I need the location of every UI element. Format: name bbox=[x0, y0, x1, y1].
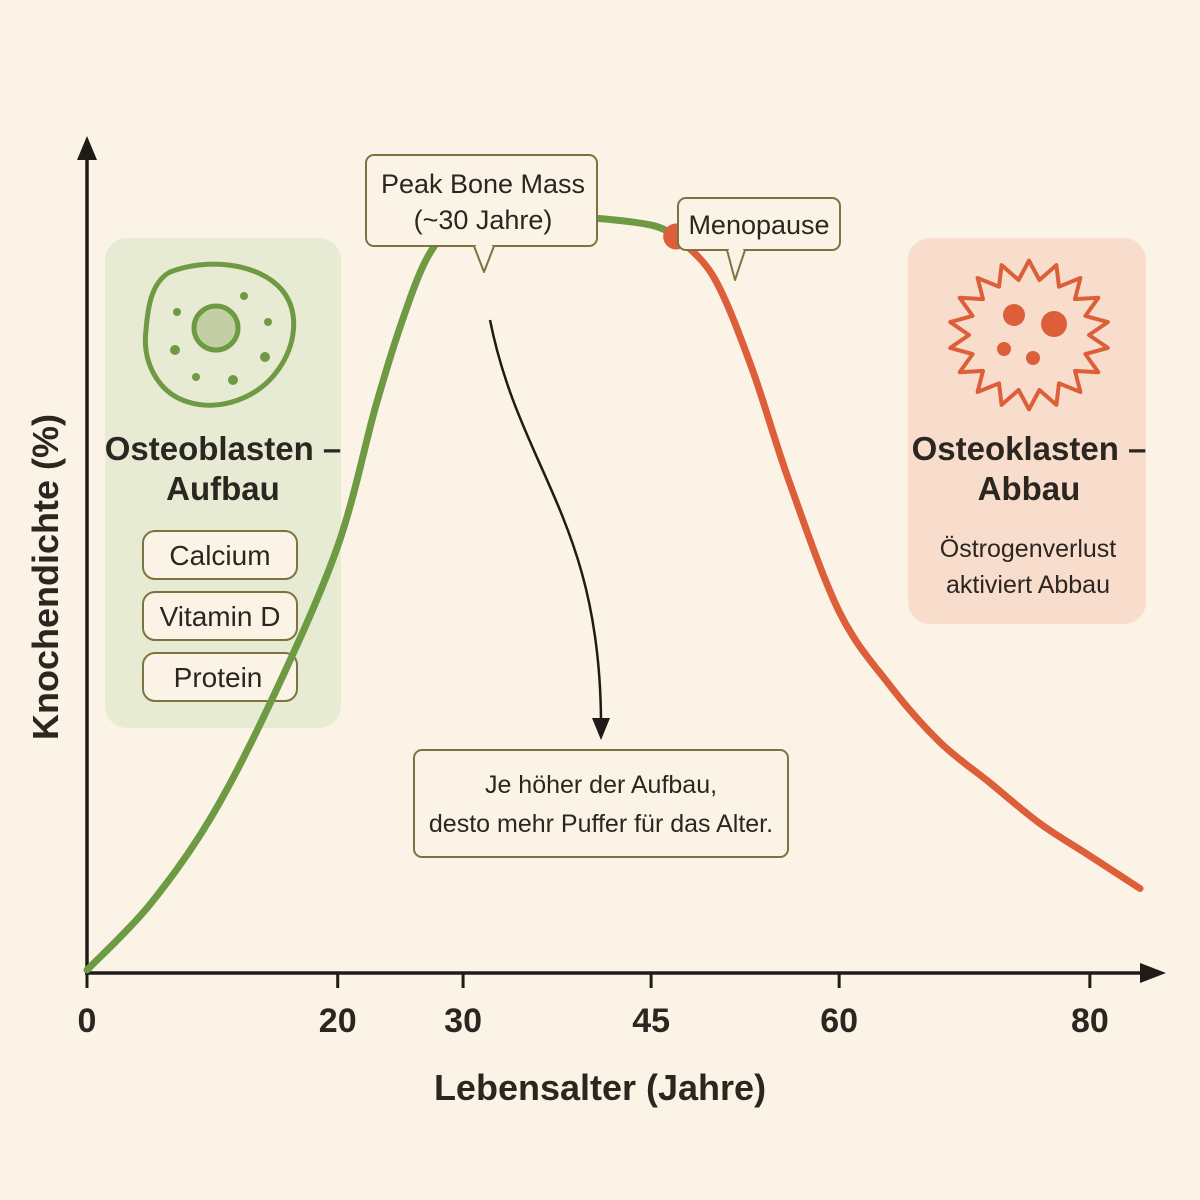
osteoblast-title-line1: Osteoblasten – bbox=[105, 430, 342, 467]
peak-bone-mass-callout: Peak Bone Mass (~30 Jahre) bbox=[365, 154, 598, 273]
x-tick-label: 0 bbox=[78, 1002, 97, 1040]
menopause-label: Menopause bbox=[688, 210, 829, 240]
peak-bone-mass-label-line1: Peak Bone Mass bbox=[381, 169, 585, 199]
nutrient-pill-label: Calcium bbox=[169, 540, 270, 571]
axes: 0 20 30 45 60 80 Lebensalter (Jahre) Knochend… bbox=[25, 136, 1166, 1108]
annotation-line1: Je höher der Aufbau, bbox=[485, 771, 717, 799]
annotation-arrowhead bbox=[592, 718, 610, 740]
nutrient-pill-label: Vitamin D bbox=[160, 601, 281, 632]
osteoclast-cell-icon bbox=[948, 258, 1110, 412]
annotation-line2: desto mehr Puffer für das Alter. bbox=[429, 810, 773, 838]
nutrient-pill-vitamin-d: Vitamin D bbox=[142, 591, 298, 641]
peak-bone-mass-label-line2: (~30 Jahre) bbox=[414, 205, 553, 235]
x-axis-arrow bbox=[1140, 963, 1166, 983]
x-tick-label: 30 bbox=[444, 1002, 482, 1040]
osteoclast-title-line1: Osteoklasten – bbox=[912, 430, 1147, 467]
osteoblast-panel: Osteoblasten – Aufbau Calcium Vitamin D … bbox=[105, 238, 342, 728]
estrogen-note-line1: Östrogenverlust bbox=[940, 535, 1117, 563]
x-tick-label: 80 bbox=[1071, 1002, 1109, 1040]
bone-loss-curve bbox=[672, 233, 1144, 892]
nutrient-pill-label: Protein bbox=[174, 662, 263, 693]
x-tick-label: 60 bbox=[820, 1002, 858, 1040]
estrogen-note-line2: aktiviert Abbau bbox=[946, 571, 1110, 599]
menopause-callout: Menopause bbox=[677, 197, 841, 281]
osteoblast-title-line2: Aufbau bbox=[166, 470, 280, 507]
x-tick-label: 20 bbox=[319, 1002, 357, 1040]
x-tick-label: 45 bbox=[632, 1002, 670, 1040]
osteoclast-panel: Osteoklasten – Abbau Östrogenverlust akt… bbox=[908, 238, 1146, 624]
osteoclast-title-line2: Abbau bbox=[978, 470, 1081, 507]
osteoblast-cell-icon bbox=[142, 261, 297, 408]
annotation-arrow bbox=[488, 319, 603, 723]
y-axis-arrow bbox=[77, 136, 97, 160]
y-axis-title: Knochendichte (%) bbox=[25, 414, 66, 740]
x-ticks: 0 20 30 45 60 80 bbox=[78, 973, 1109, 1040]
nutrient-pill-protein: Protein bbox=[142, 652, 298, 702]
annotation-box: Je höher der Aufbau, desto mehr Puffer f… bbox=[413, 749, 789, 858]
x-axis-title: Lebensalter (Jahre) bbox=[434, 1067, 766, 1108]
nutrient-pill-calcium: Calcium bbox=[142, 530, 298, 580]
